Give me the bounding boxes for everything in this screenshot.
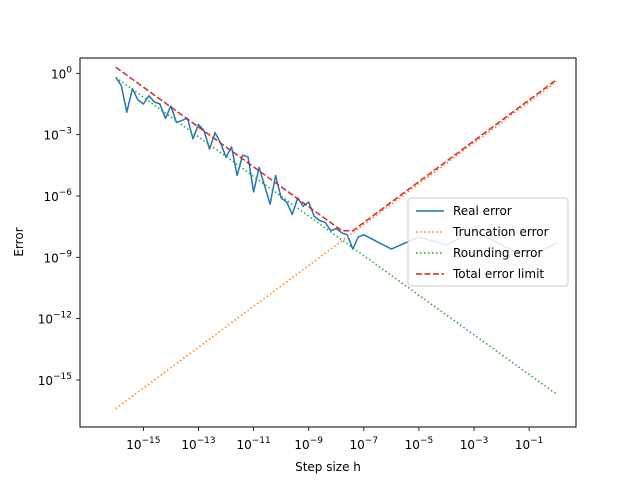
- x-tick-label: 10−5: [405, 436, 434, 452]
- y-tick-label: 10−15: [38, 372, 72, 388]
- y-tick-label: 10−6: [43, 188, 72, 204]
- y-axis-label: Error: [12, 227, 26, 256]
- y-tick-label: 100: [51, 65, 72, 81]
- x-tick-label: 10−13: [181, 436, 215, 452]
- x-tick-label: 10−1: [515, 436, 544, 452]
- legend-entry-label: Truncation error: [452, 225, 549, 239]
- y-tick-label: 10−9: [43, 249, 72, 265]
- series-layer: [115, 66, 558, 410]
- legend-box: [407, 197, 569, 287]
- x-tick-label: 10−11: [236, 436, 270, 452]
- y-tick-label: 10−3: [43, 127, 72, 143]
- x-tick-label: 10−9: [294, 436, 323, 452]
- x-tick-label: 10−15: [126, 436, 160, 452]
- y-tick-label: 10−12: [38, 311, 72, 327]
- series-line-real-error: [115, 76, 558, 259]
- legend: Real error Truncation error Rounding error…: [407, 197, 569, 287]
- axes-frame: [79, 57, 577, 428]
- legend-entry-label: Rounding error: [453, 246, 542, 260]
- series-line-total-error-limit: [115, 66, 558, 232]
- x-axis-ticks: 10−15 10−13 10−11 10−9 10−7 10−5 10−3 10−1: [126, 427, 543, 452]
- legend-entry-label: Real error: [453, 204, 512, 218]
- x-tick-label: 10−7: [350, 436, 379, 452]
- x-tick-label: 10−3: [460, 436, 489, 452]
- series-line-rounding-error: [115, 76, 558, 395]
- y-axis-ticks: 100 10−3 10−6 10−9 10−12 10−15: [38, 65, 80, 388]
- series-line-truncation-error: [115, 80, 558, 410]
- legend-entry-label: Total error limit: [452, 267, 544, 281]
- x-axis-label: Step size h: [295, 460, 361, 474]
